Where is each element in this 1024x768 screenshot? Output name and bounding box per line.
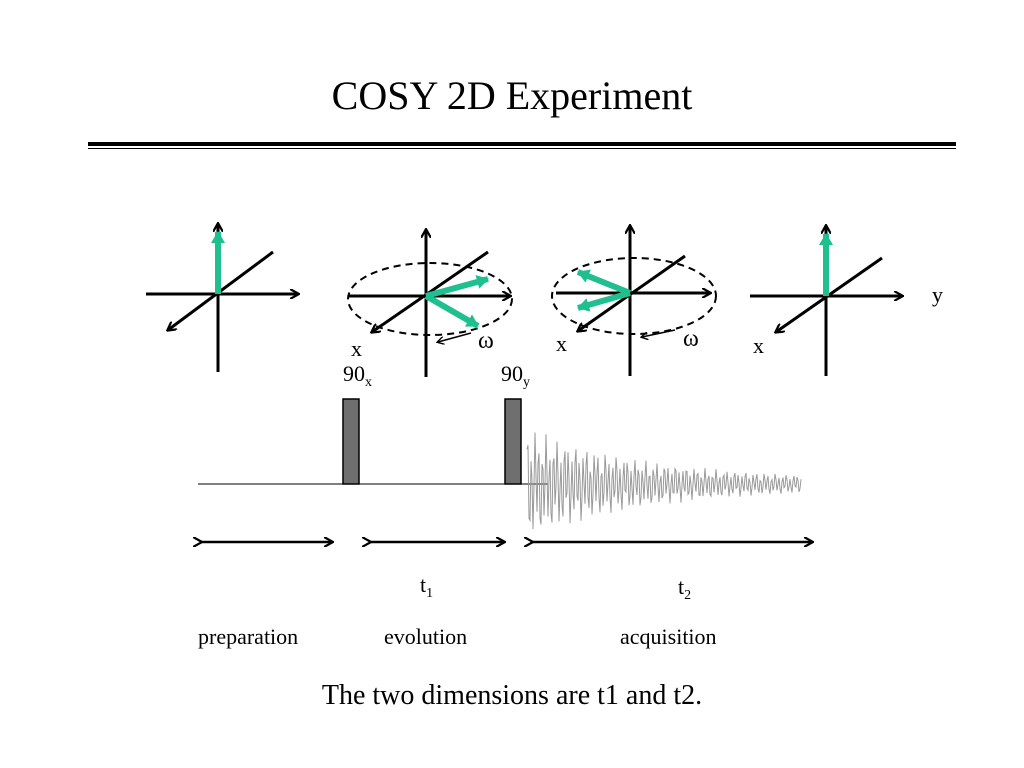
frame-2-omega-label: ω — [478, 328, 494, 354]
pulse-90x — [342, 398, 360, 485]
vector-frame-2 — [347, 230, 513, 377]
magnetization-vector-b — [577, 290, 631, 312]
t2-label: t2 — [678, 574, 691, 604]
acquisition-caption: acquisition — [620, 624, 717, 649]
vector-frame-3 — [551, 226, 717, 376]
preparation-caption: preparation — [198, 624, 299, 649]
precession-arrow — [642, 329, 676, 337]
x-axis — [578, 254, 686, 331]
time-subscript: 2 — [684, 588, 692, 603]
title-rule-thin — [88, 148, 956, 149]
pulse-90y-label: 90y — [501, 361, 530, 391]
slide-title: COSY 2D Experiment — [331, 73, 693, 118]
pulse-sequence — [198, 398, 802, 530]
pulse-angle: 90 — [501, 361, 523, 386]
pulse-phase: x — [365, 375, 372, 390]
time-symbol: t — [678, 574, 685, 599]
footer-note: The two dimensions are t1 and t2. — [321, 680, 703, 711]
pulse-angle: 90 — [343, 361, 365, 386]
magnetization-vector-b — [424, 293, 480, 329]
frame-4-x-label: x — [753, 333, 764, 358]
magnetization-vector-a — [425, 275, 489, 299]
time-subscript: 1 — [426, 586, 434, 601]
precession-ellipse — [347, 262, 513, 336]
pulse-90x-label: 90x — [343, 361, 372, 391]
pulse-90y — [504, 398, 522, 485]
pulse-phase: y — [523, 375, 530, 390]
time-symbol: t — [420, 572, 427, 597]
fid-signal — [526, 432, 802, 530]
frame-4-y-label: y — [932, 282, 943, 307]
frame-2-x-label: x — [351, 336, 362, 361]
magnetization-vector-a — [576, 269, 632, 296]
evolution-caption: evolution — [384, 624, 468, 649]
precession-arrow — [438, 332, 472, 342]
precession-ellipse — [551, 257, 717, 335]
t1-label: t1 — [420, 572, 433, 602]
title-rule-thick — [88, 142, 956, 146]
frame-3-omega-label: ω — [683, 326, 699, 352]
vector-frame-4 — [750, 226, 902, 376]
frame-3-x-label: x — [556, 331, 567, 356]
vector-frame-1 — [146, 224, 298, 372]
